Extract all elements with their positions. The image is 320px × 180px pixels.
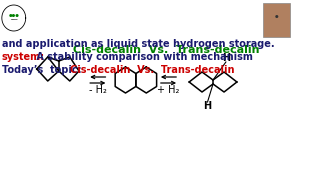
Text: A stability comparison with mechanism: A stability comparison with mechanism	[33, 52, 253, 62]
Text: ●●●: ●●●	[8, 14, 19, 18]
Text: - H₂: - H₂	[89, 85, 107, 95]
Text: Cis-decalin  Vs.  Trans-decalin: Cis-decalin Vs. Trans-decalin	[70, 65, 234, 75]
Text: ━━━: ━━━	[10, 18, 18, 22]
Text: H: H	[204, 101, 212, 111]
Text: H: H	[222, 53, 230, 63]
Text: + H₂: + H₂	[157, 85, 180, 95]
Text: ●: ●	[275, 15, 278, 19]
Text: system:: system:	[2, 52, 45, 62]
Text: and application as liquid state hydrogen storage.: and application as liquid state hydrogen…	[2, 39, 275, 49]
Text: Today’s  topic:: Today’s topic:	[2, 65, 85, 75]
FancyBboxPatch shape	[263, 3, 290, 37]
Text: Cis-decalin  Vs.  Trans-decalin: Cis-decalin Vs. Trans-decalin	[74, 45, 260, 55]
